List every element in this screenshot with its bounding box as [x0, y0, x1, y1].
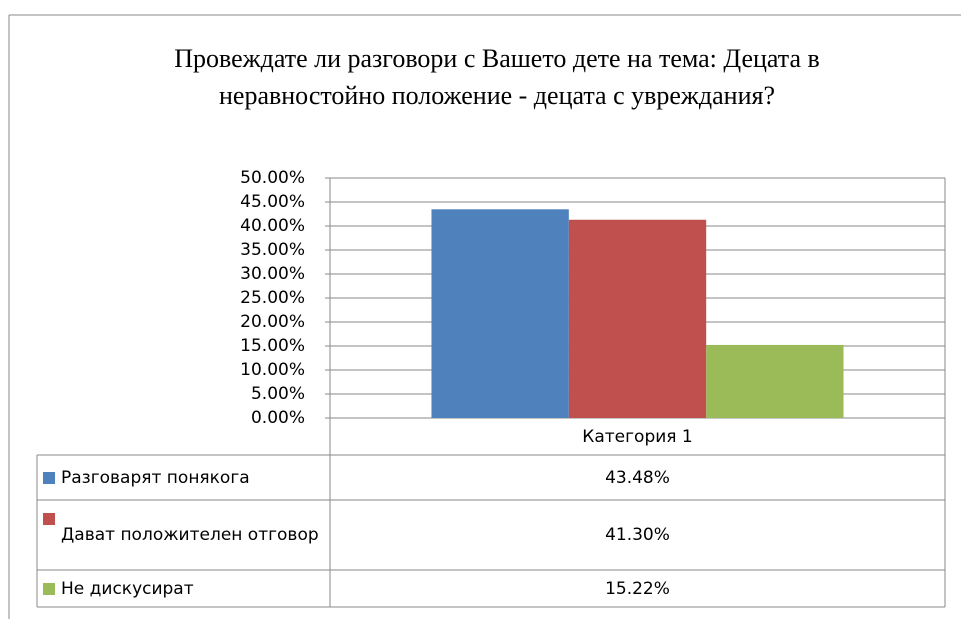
legend-label: Разговарят понякога	[61, 467, 250, 488]
y-tick-label: 40.00%	[240, 216, 305, 236]
legend-label: Не дискусират	[61, 578, 194, 599]
table-value-text: 43.48%	[605, 467, 670, 488]
y-tick-label: 5.00%	[251, 384, 305, 404]
y-tick-label: 50.00%	[240, 168, 305, 188]
table-value: 15.22%	[330, 570, 945, 607]
y-tick-label: 0.00%	[251, 408, 305, 428]
chart-title: Провеждате ли разговори с Вашето дете на…	[174, 44, 820, 110]
legend-entry: Разговарят понякога	[43, 455, 324, 500]
y-tick-label: 15.00%	[240, 336, 305, 356]
y-tick-label: 10.00%	[240, 360, 305, 380]
bar	[568, 219, 707, 418]
category-label: Категория 1	[330, 418, 945, 455]
bar	[706, 344, 844, 418]
table-value-text: 41.30%	[605, 525, 670, 545]
legend-key	[43, 513, 55, 525]
bar	[431, 209, 569, 418]
y-tick-label: 30.00%	[240, 264, 305, 284]
legend-key	[43, 471, 55, 484]
y-tick-label: 35.00%	[240, 240, 305, 260]
table-value-text: 15.22%	[605, 578, 670, 599]
legend-entry: Не дискусират	[43, 570, 324, 607]
legend-label: Дават положителен отговор	[61, 525, 319, 545]
y-tick-label: 45.00%	[240, 192, 305, 212]
y-tick-label: 25.00%	[240, 288, 305, 308]
table-value: 43.48%	[330, 455, 945, 500]
y-tick-label: 20.00%	[240, 312, 305, 332]
legend-key	[43, 582, 55, 595]
legend-entry: Дават положителен отговор	[43, 500, 324, 570]
category-label-text: Категория 1	[582, 426, 693, 447]
table-value: 41.30%	[330, 500, 945, 570]
